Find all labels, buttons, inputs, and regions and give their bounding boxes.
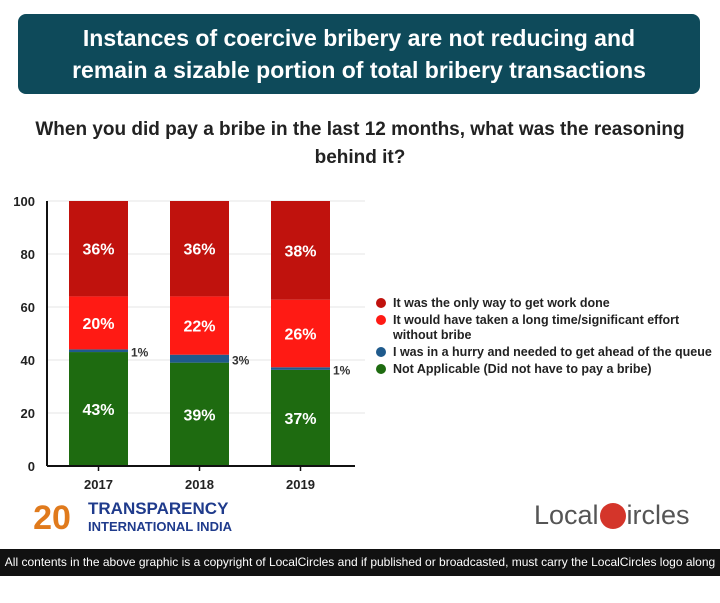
bar-segment [170,362,229,466]
data-label: 37% [284,411,316,428]
transparency-international-logo: 20 TRANSPARENCY INTERNATIONAL INDIA [22,499,232,537]
ti-name-line1: TRANSPARENCY [88,499,229,518]
localcircles-logo: Local ircles [534,500,690,531]
legend-item: It was the only way to get work done [376,296,720,311]
legend-item: Not Applicable (Did not have to pay a br… [376,362,720,377]
ti-name-line2: INTERNATIONAL INDIA [88,519,232,534]
stacked-bar-chart: 0 20 40 60 80 100 43% 1% 20% 36% 2017 39% 3% 22% 36% 20… [13,194,365,490]
survey-question: When you did pay a bribe in the last 12 … [35,119,685,168]
data-label: 1% [333,364,351,378]
bar-segment [170,296,229,355]
legend-item: I was in a hurry and needed to get ahead… [376,345,720,360]
y-tick-label: 100 [13,194,35,209]
logo-text-right: ircles [626,500,690,530]
logo-text-left: Local [534,500,599,530]
bar-segment [271,369,330,466]
bar-segment [69,201,128,297]
bar-segment [271,299,330,368]
data-label: 3% [232,354,250,368]
data-label: 26% [284,327,316,344]
data-label: 36% [183,242,215,259]
headline-banner: Instances of coercive bribery are not re… [18,14,700,94]
data-label: 1% [131,346,149,360]
y-tick-label: 80 [21,247,35,262]
legend-swatch [376,347,386,357]
legend-label: I was in a hurry and needed to get ahead… [393,345,712,359]
x-tick-label: 2019 [286,477,315,490]
data-label: 22% [183,319,215,336]
legend-item: It would have taken a long time/signific… [376,313,720,343]
data-label: 20% [82,316,114,333]
x-tick-label: 2018 [185,477,214,490]
data-label: 38% [284,243,316,260]
legend-label: It would have taken a long time/signific… [393,313,680,342]
bar-segment [271,367,330,370]
y-tick-label: 60 [21,300,35,315]
y-tick-label: 20 [21,406,35,421]
x-tick-label: 2017 [84,477,113,490]
bar-segment [170,354,229,363]
bar-segment [69,296,128,350]
bar-segment [170,201,229,297]
legend-swatch [376,364,386,374]
legend-swatch [376,315,386,325]
data-label: 36% [82,242,114,259]
copyright-footer: All contents in the above graphic is a c… [0,549,720,596]
bar-segment [69,349,128,353]
bar-segment [271,201,330,300]
data-label: 43% [82,402,114,419]
ti-badge: 20 [33,499,71,537]
legend: It was the only way to get work done It … [376,296,720,379]
y-tick-label: 0 [28,459,35,474]
bar-segment [69,352,128,466]
data-label: 39% [183,407,215,424]
location-pin-icon [599,502,626,529]
headline: Instances of coercive bribery are not re… [72,25,646,83]
legend-label: It was the only way to get work done [393,296,610,310]
legend-swatch [376,298,386,308]
legend-label: Not Applicable (Did not have to pay a br… [393,362,652,376]
y-tick-label: 40 [21,353,35,368]
